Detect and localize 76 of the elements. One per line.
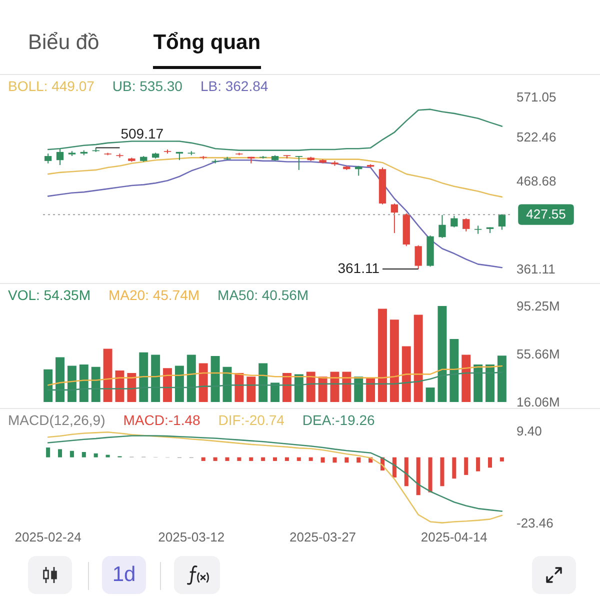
y-tick-label: -23.46 [516, 516, 554, 530]
bar [344, 457, 349, 463]
y-tick-label: 522.46 [516, 129, 556, 144]
candlestick [414, 244, 422, 270]
ref-line-label: 427.55 [526, 206, 566, 222]
bar [284, 457, 289, 461]
line-series [47, 108, 503, 151]
x-tick-label: 2025-03-27 [290, 530, 356, 544]
text: MA20: 45.74M [108, 287, 200, 303]
y-tick-label: 468.68 [516, 173, 556, 188]
x-tick-label: 2025-04-14 [420, 530, 488, 544]
candlestick [438, 214, 446, 238]
x-tick-label: 2025-03-12 [158, 530, 225, 544]
candlestick [355, 165, 362, 176]
text: MA50: 40.56M [218, 287, 309, 303]
text: UB: 535.30 [112, 78, 183, 94]
candlestick [474, 225, 482, 234]
bar [428, 457, 432, 492]
bar [82, 452, 86, 458]
series-label: DIF:-20.74 [218, 412, 285, 428]
text: VOL: 54.35M [8, 287, 90, 303]
bar [476, 457, 480, 472]
bar [392, 457, 396, 478]
bar [332, 457, 337, 463]
bar [320, 457, 325, 463]
candlestick [390, 203, 398, 234]
bar [70, 450, 74, 458]
y-tick-label: 95.25M [516, 298, 560, 314]
line-series [47, 157, 503, 198]
bar [440, 457, 444, 486]
text: MACD:-1.48 [123, 412, 200, 428]
annotation: 509.17 [120, 126, 164, 142]
candlestick [295, 156, 302, 170]
bar [296, 457, 301, 461]
bar [213, 457, 218, 461]
y-tick-label: 16.06M [516, 394, 560, 410]
candlestick [44, 153, 52, 164]
bar [488, 457, 492, 468]
bar [94, 453, 98, 458]
candlestick [498, 214, 506, 230]
bar [464, 457, 468, 475]
y-tick-label: 9.40 [516, 424, 542, 438]
bar [272, 457, 278, 461]
text: Tổng quan [153, 31, 261, 55]
bar [500, 457, 504, 462]
y-tick-label: 55.66M [516, 346, 560, 362]
y-tick-label: 361.11 [516, 262, 556, 276]
bar [249, 457, 254, 461]
candlestick [462, 218, 470, 232]
text: BOLL: 449.07 [8, 78, 95, 94]
line-series [47, 435, 503, 512]
bar [201, 457, 206, 461]
annotation: 361.11 [338, 260, 380, 276]
bar [416, 457, 420, 496]
bar [261, 457, 266, 461]
bar [46, 448, 50, 458]
legend-title: MACD(12,26,9) [8, 412, 106, 428]
bar [308, 457, 313, 461]
bar [452, 457, 456, 479]
x-tick-label: 2025-02-24 [14, 530, 82, 544]
interval-button: 1d [102, 556, 146, 594]
bar [237, 457, 242, 461]
bar [58, 449, 62, 458]
line-series [47, 365, 503, 386]
bar [106, 454, 110, 458]
text: LB: 362.84 [200, 78, 268, 94]
text: Biểu đồ [28, 31, 100, 55]
candlestick [56, 148, 64, 166]
candlestick [450, 215, 458, 228]
bar [356, 457, 361, 463]
bar [225, 457, 230, 461]
bar [404, 457, 408, 486]
line-series [47, 372, 503, 391]
series-label: DEA:-19.26 [302, 412, 375, 428]
line-series [47, 431, 503, 524]
y-tick-label: 571.05 [516, 90, 556, 104]
